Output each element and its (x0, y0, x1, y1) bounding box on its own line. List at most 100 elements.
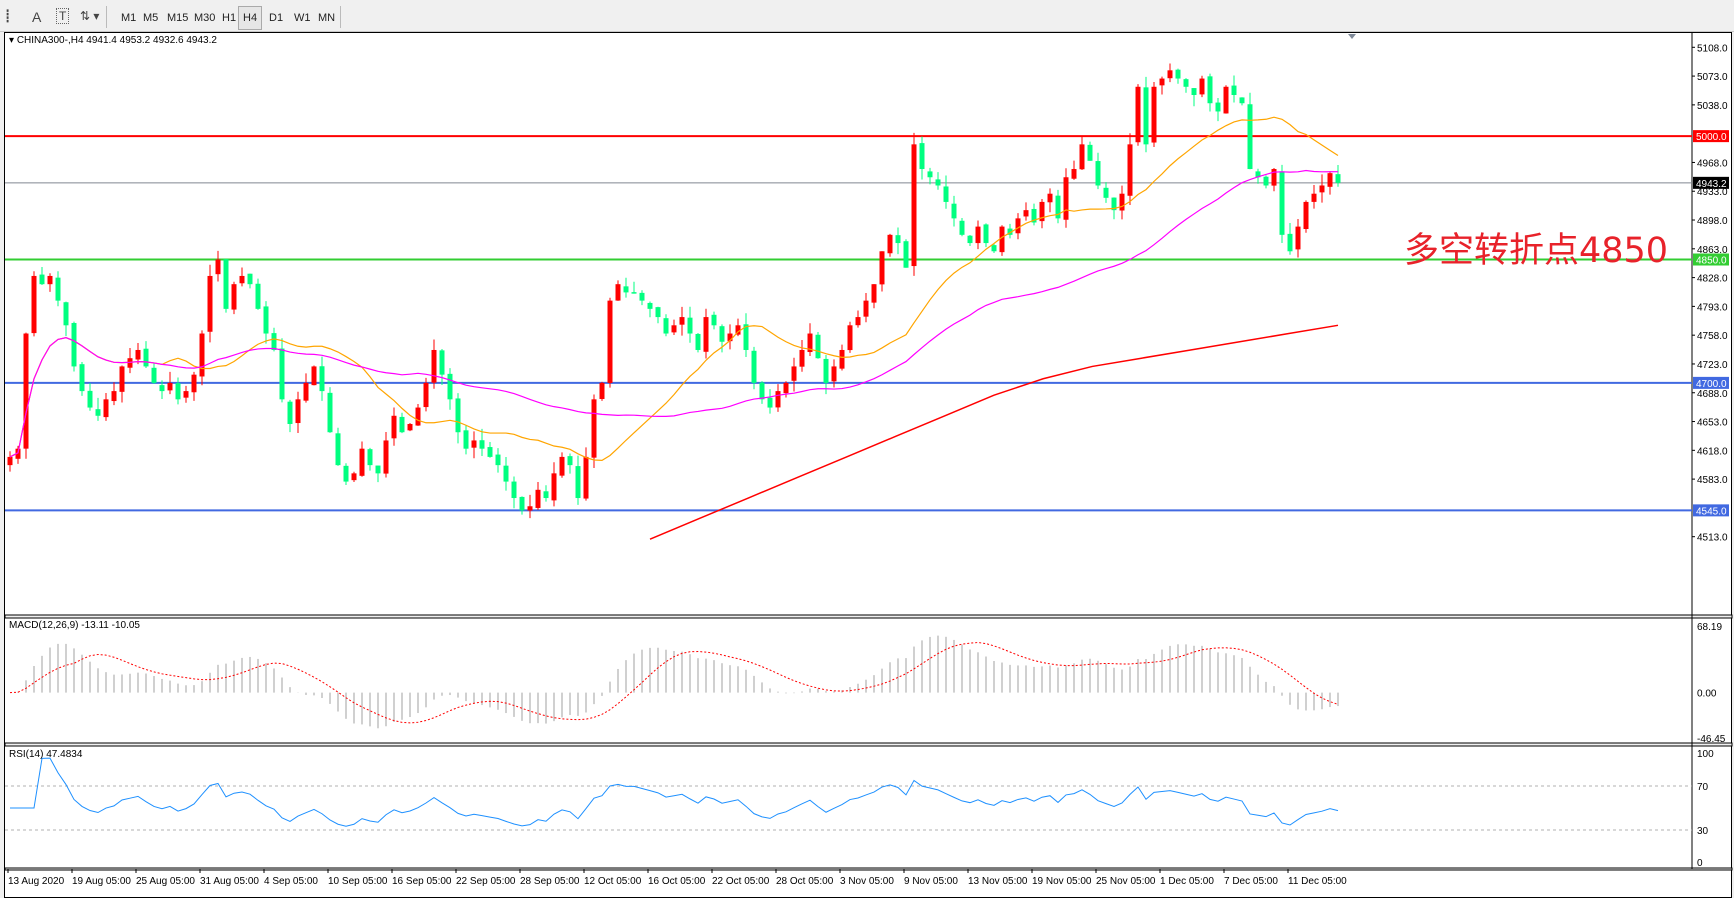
candle-body (207, 275, 213, 332)
candle-body (271, 333, 277, 350)
current-price-tag (1693, 176, 1729, 189)
candle-body (1135, 86, 1141, 143)
candle-body (1007, 228, 1013, 235)
candle-body (823, 358, 829, 383)
candle-body (447, 373, 453, 400)
tf-m30[interactable]: M30 (194, 12, 216, 24)
candle-body (1063, 177, 1069, 220)
candle-body (799, 349, 805, 367)
level-price-tag (1693, 253, 1729, 266)
candle-body (391, 415, 397, 439)
toolbar-separator (340, 6, 341, 28)
candle-body (1167, 70, 1173, 79)
tf-m15[interactable]: M15 (167, 12, 189, 24)
candle-body (1207, 76, 1213, 104)
candle-body (847, 325, 853, 351)
candle-body (1151, 86, 1157, 143)
candle-body (607, 300, 613, 383)
candle-body (663, 318, 669, 334)
candle-body (903, 241, 909, 268)
candle-body (1159, 78, 1165, 86)
candle-body (463, 430, 469, 449)
tf-w1[interactable]: W1 (294, 12, 311, 24)
candle-body (1119, 193, 1125, 211)
tf-d1[interactable]: D1 (269, 12, 284, 24)
candle-body (1039, 201, 1045, 222)
candle-body (719, 326, 725, 342)
text-label-icon[interactable]: T (56, 8, 70, 24)
candle-body (183, 391, 189, 398)
candle-body (1319, 185, 1325, 193)
date-axis-label: 13 Nov 05:00 (968, 876, 1028, 887)
macd-axis-label: -46.45 (1697, 734, 1726, 745)
macd-axis-label: 0.00 (1697, 689, 1717, 700)
tf-h4[interactable]: H4 (238, 6, 263, 30)
candle-body (567, 456, 573, 466)
rsi-line (10, 757, 1339, 827)
date-axis-label: 1 Dec 05:00 (1160, 876, 1214, 887)
text-a-icon[interactable]: A (32, 9, 42, 25)
date-axis-label: 31 Aug 05:00 (200, 876, 259, 887)
candle-body (383, 440, 389, 474)
candle-body (135, 349, 141, 360)
candle-body (1327, 173, 1333, 187)
candle-body (215, 259, 221, 275)
price-axis-label: 4863.0 (1697, 245, 1728, 256)
candle-body (927, 171, 933, 178)
candle-body (39, 274, 45, 285)
candle-body (767, 397, 773, 408)
tf-m5[interactable]: M5 (143, 12, 159, 24)
candle-body (783, 382, 789, 394)
date-axis-label: 19 Nov 05:00 (1032, 876, 1092, 887)
candle-body (367, 449, 373, 466)
candle-body (895, 235, 901, 244)
candle-body (503, 465, 509, 482)
candle-body (735, 325, 741, 335)
candle-body (23, 333, 29, 449)
candle-body (1127, 144, 1133, 196)
panel-divider (4, 867, 1733, 871)
candle-body (695, 333, 701, 350)
collapse-triangle-icon[interactable]: ▾ (9, 35, 17, 46)
symbol-ohlc: CHINA300-,H4 4941.4 4953.2 4932.6 4943.2 (16, 35, 217, 46)
moving-average-fast (9, 116, 1339, 462)
candle-body (535, 489, 541, 508)
candle-body (1023, 210, 1029, 217)
candle-body (1255, 171, 1261, 178)
date-axis-label: 11 Dec 05:00 (1288, 876, 1347, 887)
candle-body (1103, 187, 1109, 198)
date-axis-label: 16 Oct 05:00 (648, 876, 706, 887)
tf-mn[interactable]: MN (318, 12, 336, 24)
candle-body (759, 382, 765, 400)
chart-annotation[interactable]: 多空转折点4850 (1404, 231, 1669, 271)
candle-body (1215, 102, 1221, 112)
rsi-axis-label: 100 (1697, 749, 1714, 760)
candle-body (263, 306, 269, 334)
candle-body (247, 273, 253, 285)
chart-shift-marker-icon (1348, 34, 1356, 39)
price-axis-label: 4793.0 (1697, 302, 1728, 313)
candle-body (103, 399, 109, 418)
candle-body (239, 275, 245, 284)
candle-body (255, 283, 261, 309)
candle-body (511, 481, 517, 499)
date-axis-label: 22 Oct 05:00 (712, 876, 770, 887)
candle-body (119, 366, 125, 392)
arrows-dropdown-icon[interactable]: ⇅ ▾ (80, 9, 100, 23)
candle-body (583, 456, 589, 499)
panel-divider (4, 614, 1733, 619)
candle-body (1071, 169, 1077, 179)
candle-body (359, 448, 365, 476)
tf-h1[interactable]: H1 (222, 12, 237, 24)
candle-body (279, 348, 285, 400)
toolbar-separator (106, 6, 107, 28)
candle-body (7, 456, 13, 466)
candle-body (1191, 88, 1197, 96)
panel-divider (4, 742, 1733, 747)
candle-body (303, 382, 309, 401)
period-separator-icon[interactable]: ┋ (4, 9, 12, 23)
candle-body (727, 333, 733, 342)
tf-m1[interactable]: M1 (121, 12, 137, 24)
chart-window[interactable] (4, 32, 1732, 898)
